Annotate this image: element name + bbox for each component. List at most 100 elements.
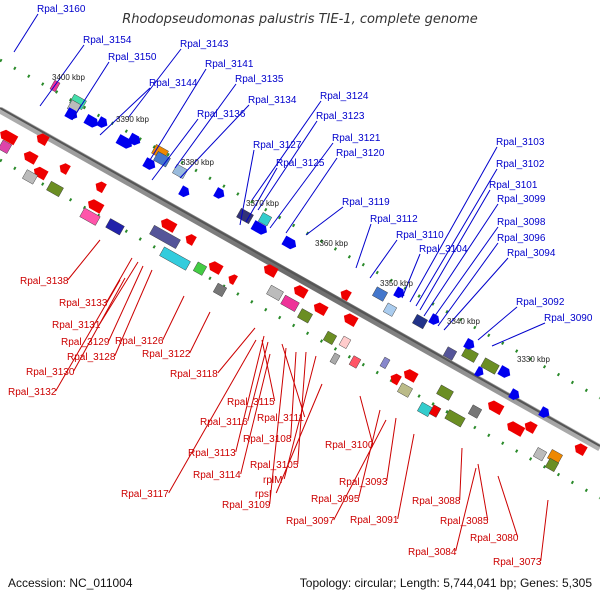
leader-line xyxy=(39,44,85,107)
gene-label-forward[interactable]: Rpal_3104 xyxy=(419,244,468,255)
gene-label-forward[interactable]: Rpal_3123 xyxy=(316,111,365,122)
leader-line xyxy=(283,355,317,480)
gene-label-reverse[interactable]: Rpal_3132 xyxy=(8,387,57,398)
gene-label-reverse[interactable]: Rpal_3100 xyxy=(325,440,374,451)
leader-line xyxy=(71,61,110,121)
gene-label-forward[interactable]: Rpal_3119 xyxy=(342,197,390,208)
feature-box xyxy=(172,163,188,179)
gene-label-reverse[interactable]: Rpal_3131 xyxy=(52,320,101,331)
leader-line xyxy=(151,118,199,181)
leader-line xyxy=(401,253,421,299)
gene-label-forward[interactable]: Rpal_3150 xyxy=(108,52,157,63)
gene-label-forward[interactable]: Rpal_3144 xyxy=(149,78,198,89)
kbp-label: 3380 kbp xyxy=(181,158,214,167)
gene-label-reverse[interactable]: Rpal_3116 xyxy=(200,417,248,428)
gene-label-forward[interactable]: Rpal_3134 xyxy=(248,95,297,106)
gene-label-forward[interactable]: Rpal_3143 xyxy=(180,39,229,50)
gene-label-reverse[interactable]: rpsI xyxy=(255,489,272,500)
gene-label-reverse[interactable]: Rpal_3126 xyxy=(115,336,164,347)
leader-line xyxy=(359,395,374,445)
gene-feature-50 xyxy=(329,352,341,365)
gene-label-reverse[interactable]: Rpal_3105 xyxy=(250,460,299,471)
gene-feature-45 xyxy=(322,330,338,345)
gene-label-reverse[interactable]: Rpal_3091 xyxy=(350,515,399,526)
gene-label-forward[interactable]: Rpal_3160 xyxy=(37,4,86,15)
gene-feature-39 xyxy=(263,264,279,278)
gene-label-reverse[interactable]: Rpal_3111 xyxy=(257,413,304,424)
gene-label-reverse[interactable]: Rpal_3113 xyxy=(188,448,236,459)
gene-label-reverse[interactable]: Rpal_3085 xyxy=(440,516,489,527)
gene-label-reverse[interactable]: Rpal_3109 xyxy=(222,500,271,511)
gene-feature-28 xyxy=(159,246,191,271)
gene-label-forward[interactable]: Rpal_3094 xyxy=(507,248,556,259)
kbp-label: 3330 kbp xyxy=(517,355,550,364)
gene-label-forward[interactable]: Rpal_3125 xyxy=(276,158,325,169)
gene-label-reverse[interactable]: Rpal_3129 xyxy=(61,337,110,348)
gene-feature-27 xyxy=(149,224,181,249)
gene-label-forward[interactable]: Rpal_3141 xyxy=(205,59,254,70)
gene-feature-58 xyxy=(390,373,402,386)
feature-arrow-reverse xyxy=(208,261,224,275)
leader-line xyxy=(269,347,287,505)
gene-label-forward[interactable]: Rpal_3127 xyxy=(253,140,302,151)
gene-label-reverse[interactable]: Rpal_3093 xyxy=(339,477,388,488)
leader-line xyxy=(437,242,499,327)
leader-line xyxy=(540,499,549,562)
gene-feature-53 xyxy=(412,314,428,330)
gene-label-forward[interactable]: Rpal_3096 xyxy=(497,233,546,244)
feature-box xyxy=(532,447,548,462)
gene-feature-40 xyxy=(293,285,309,299)
kbp-label: 3360 kbp xyxy=(315,239,348,248)
gene-label-forward[interactable]: Rpal_3120 xyxy=(336,148,385,159)
feature-arrow-reverse xyxy=(507,421,526,437)
gene-feature-64 xyxy=(428,404,442,418)
feature-box xyxy=(436,384,454,401)
gene-label-forward[interactable]: Rpal_3101 xyxy=(489,180,538,191)
leader-line xyxy=(397,433,415,520)
gene-label-reverse[interactable]: Rpal_3115 xyxy=(227,397,275,408)
gene-label-reverse[interactable]: Rpal_3108 xyxy=(243,434,292,445)
gene-label-forward[interactable]: Rpal_3092 xyxy=(516,297,565,308)
gene-label-forward[interactable]: Rpal_3154 xyxy=(83,35,132,46)
gene-feature-76 xyxy=(532,447,548,462)
gene-feature-14 xyxy=(105,218,125,236)
gene-label-reverse[interactable]: rplM xyxy=(263,475,282,486)
gene-label-reverse[interactable]: Rpal_3080 xyxy=(470,533,519,544)
gene-feature-17 xyxy=(95,181,107,194)
gene-feature-12 xyxy=(88,199,105,214)
gene-label-reverse[interactable]: Rpal_3095 xyxy=(311,494,360,505)
leader-line xyxy=(73,277,126,372)
feature-arrow-reverse xyxy=(313,302,329,317)
gene-label-forward[interactable]: Rpal_3103 xyxy=(496,137,545,148)
gene-label-forward[interactable]: Rpal_3102 xyxy=(496,159,545,170)
gene-label-reverse[interactable]: Rpal_3138 xyxy=(20,276,69,287)
gene-label-forward[interactable]: Rpal_3124 xyxy=(320,91,369,102)
feature-track xyxy=(0,79,588,473)
gene-label-forward[interactable]: Rpal_3136 xyxy=(197,109,246,120)
gene-label-reverse[interactable]: Rpal_3130 xyxy=(26,367,75,378)
gene-label-reverse[interactable]: Rpal_3073 xyxy=(493,557,542,568)
gene-label-reverse[interactable]: Rpal_3122 xyxy=(142,349,191,360)
gene-label-reverse[interactable]: Rpal_3088 xyxy=(412,496,461,507)
gene-label-reverse[interactable]: Rpal_3084 xyxy=(408,547,457,558)
gene-label-reverse[interactable]: Rpal_3097 xyxy=(286,516,335,527)
gene-feature-13 xyxy=(79,207,101,226)
leader-line xyxy=(108,265,144,342)
gene-label-reverse[interactable]: Rpal_3133 xyxy=(59,298,108,309)
feature-box xyxy=(322,330,338,345)
gene-label-reverse[interactable]: Rpal_3117 xyxy=(121,489,169,500)
gene-label-forward[interactable]: Rpal_3098 xyxy=(497,217,546,228)
leader-line xyxy=(491,322,546,347)
leader-line xyxy=(333,419,387,521)
backbone-core xyxy=(0,107,600,447)
gene-label-forward[interactable]: Rpal_3090 xyxy=(544,313,593,324)
gene-label-forward[interactable]: Rpal_3135 xyxy=(235,74,284,85)
gene-label-reverse[interactable]: Rpal_3118 xyxy=(170,369,218,380)
gene-label-forward[interactable]: Rpal_3112 xyxy=(370,214,418,225)
gene-label-forward[interactable]: Rpal_3099 xyxy=(497,194,546,205)
gene-label-reverse[interactable]: Rpal_3114 xyxy=(193,470,241,481)
gene-label-reverse[interactable]: Rpal_3128 xyxy=(67,352,116,363)
gene-feature-3 xyxy=(0,139,13,154)
gene-label-forward[interactable]: Rpal_3110 xyxy=(396,230,444,241)
gene-label-forward[interactable]: Rpal_3121 xyxy=(332,133,381,144)
